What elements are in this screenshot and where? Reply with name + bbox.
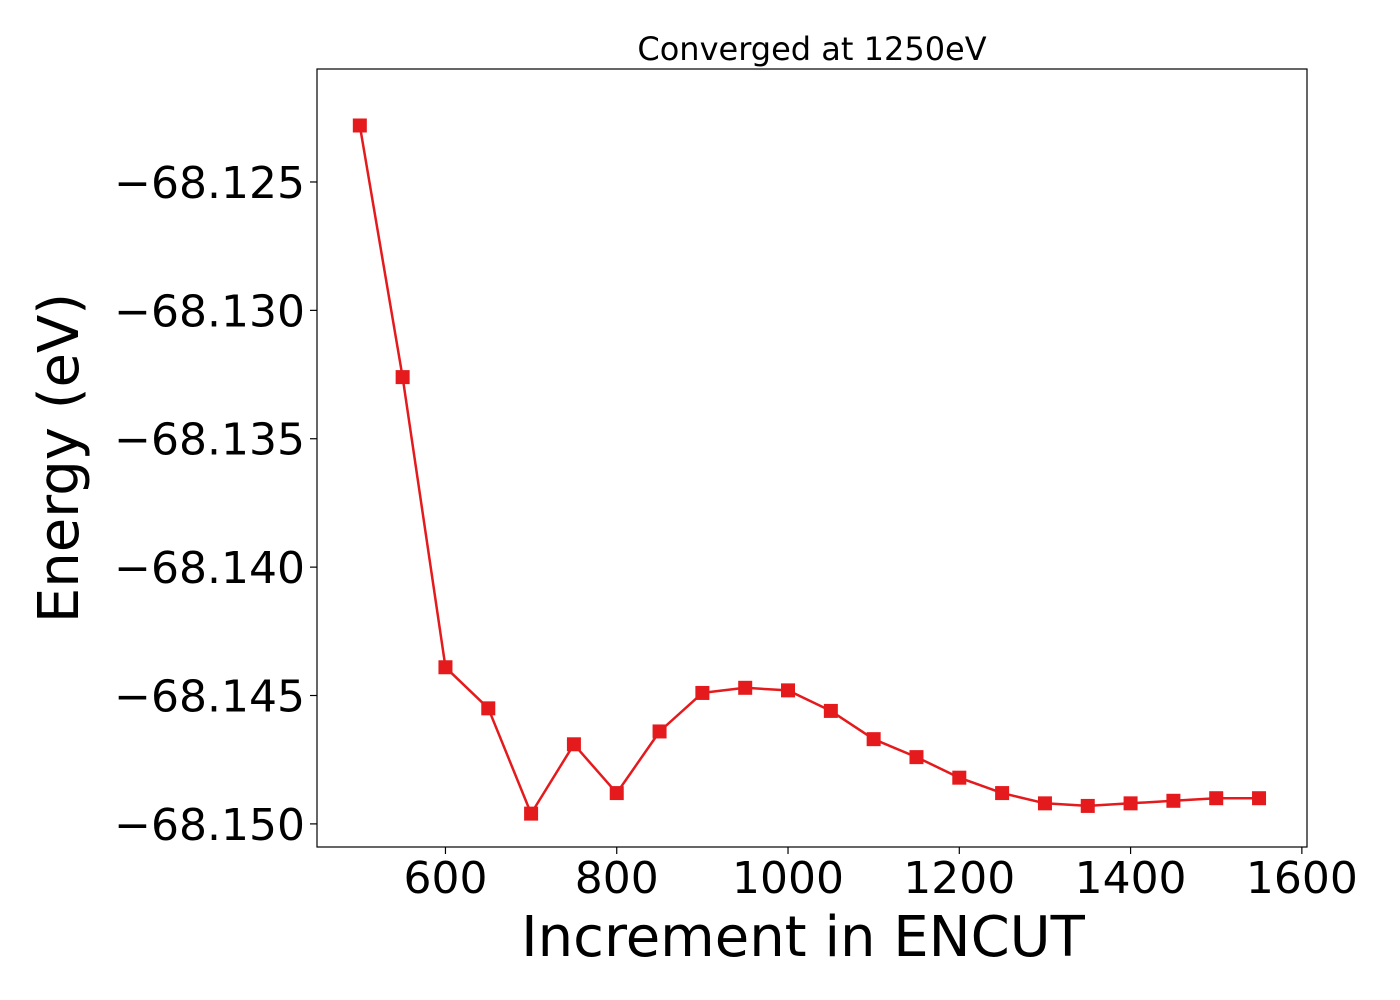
data-point-marker	[609, 786, 624, 801]
data-point-marker	[1252, 791, 1267, 806]
y-tick-label: −68.130	[114, 286, 305, 337]
chart-title: Converged at 1250eV	[637, 30, 986, 68]
y-tick-label: −68.140	[114, 543, 305, 594]
x-tick-label: 800	[575, 853, 659, 904]
data-point-marker	[738, 680, 753, 695]
plot-area	[316, 68, 1308, 848]
data-point-marker	[866, 732, 881, 747]
data-point-marker	[652, 724, 667, 739]
x-axis: 600 800 1000 1200 1400 1600	[403, 847, 1358, 904]
data-point-marker	[823, 703, 838, 718]
data-point-marker	[524, 806, 539, 821]
plot-frame	[316, 68, 1308, 848]
data-point-marker	[952, 770, 967, 785]
x-tick-label: 1400	[1075, 853, 1187, 904]
data-point-marker	[781, 683, 796, 698]
data-point-marker	[1037, 796, 1052, 811]
y-axis: −68.125 −68.130 −68.135 −68.140 −68.145 −68.1…	[114, 158, 317, 851]
data-point-marker	[1080, 798, 1095, 813]
data-point-marker	[481, 701, 496, 716]
data-point-marker	[352, 118, 367, 133]
data-point-marker	[438, 660, 453, 675]
x-tick-label: 600	[403, 853, 487, 904]
data-point-marker	[1166, 793, 1181, 808]
data-point-marker	[695, 685, 710, 700]
data-point-marker	[566, 737, 581, 752]
data-point-marker	[395, 370, 410, 385]
data-point-marker	[1123, 796, 1138, 811]
x-tick-label: 1200	[903, 853, 1015, 904]
data-point-marker	[995, 786, 1010, 801]
x-tick-label: 1600	[1246, 853, 1358, 904]
y-tick-label: −68.125	[114, 158, 305, 209]
y-tick-label: −68.135	[114, 415, 305, 466]
x-axis-title: Increment in ENCUT	[521, 905, 1086, 970]
data-point-marker	[1209, 791, 1224, 806]
x-tick-label: 1000	[732, 853, 844, 904]
data-point-marker	[909, 750, 924, 765]
y-axis-title: Energy (eV)	[27, 293, 92, 623]
series-line	[358, 125, 1259, 815]
y-tick-label: −68.150	[114, 800, 305, 851]
y-tick-label: −68.145	[114, 672, 305, 723]
